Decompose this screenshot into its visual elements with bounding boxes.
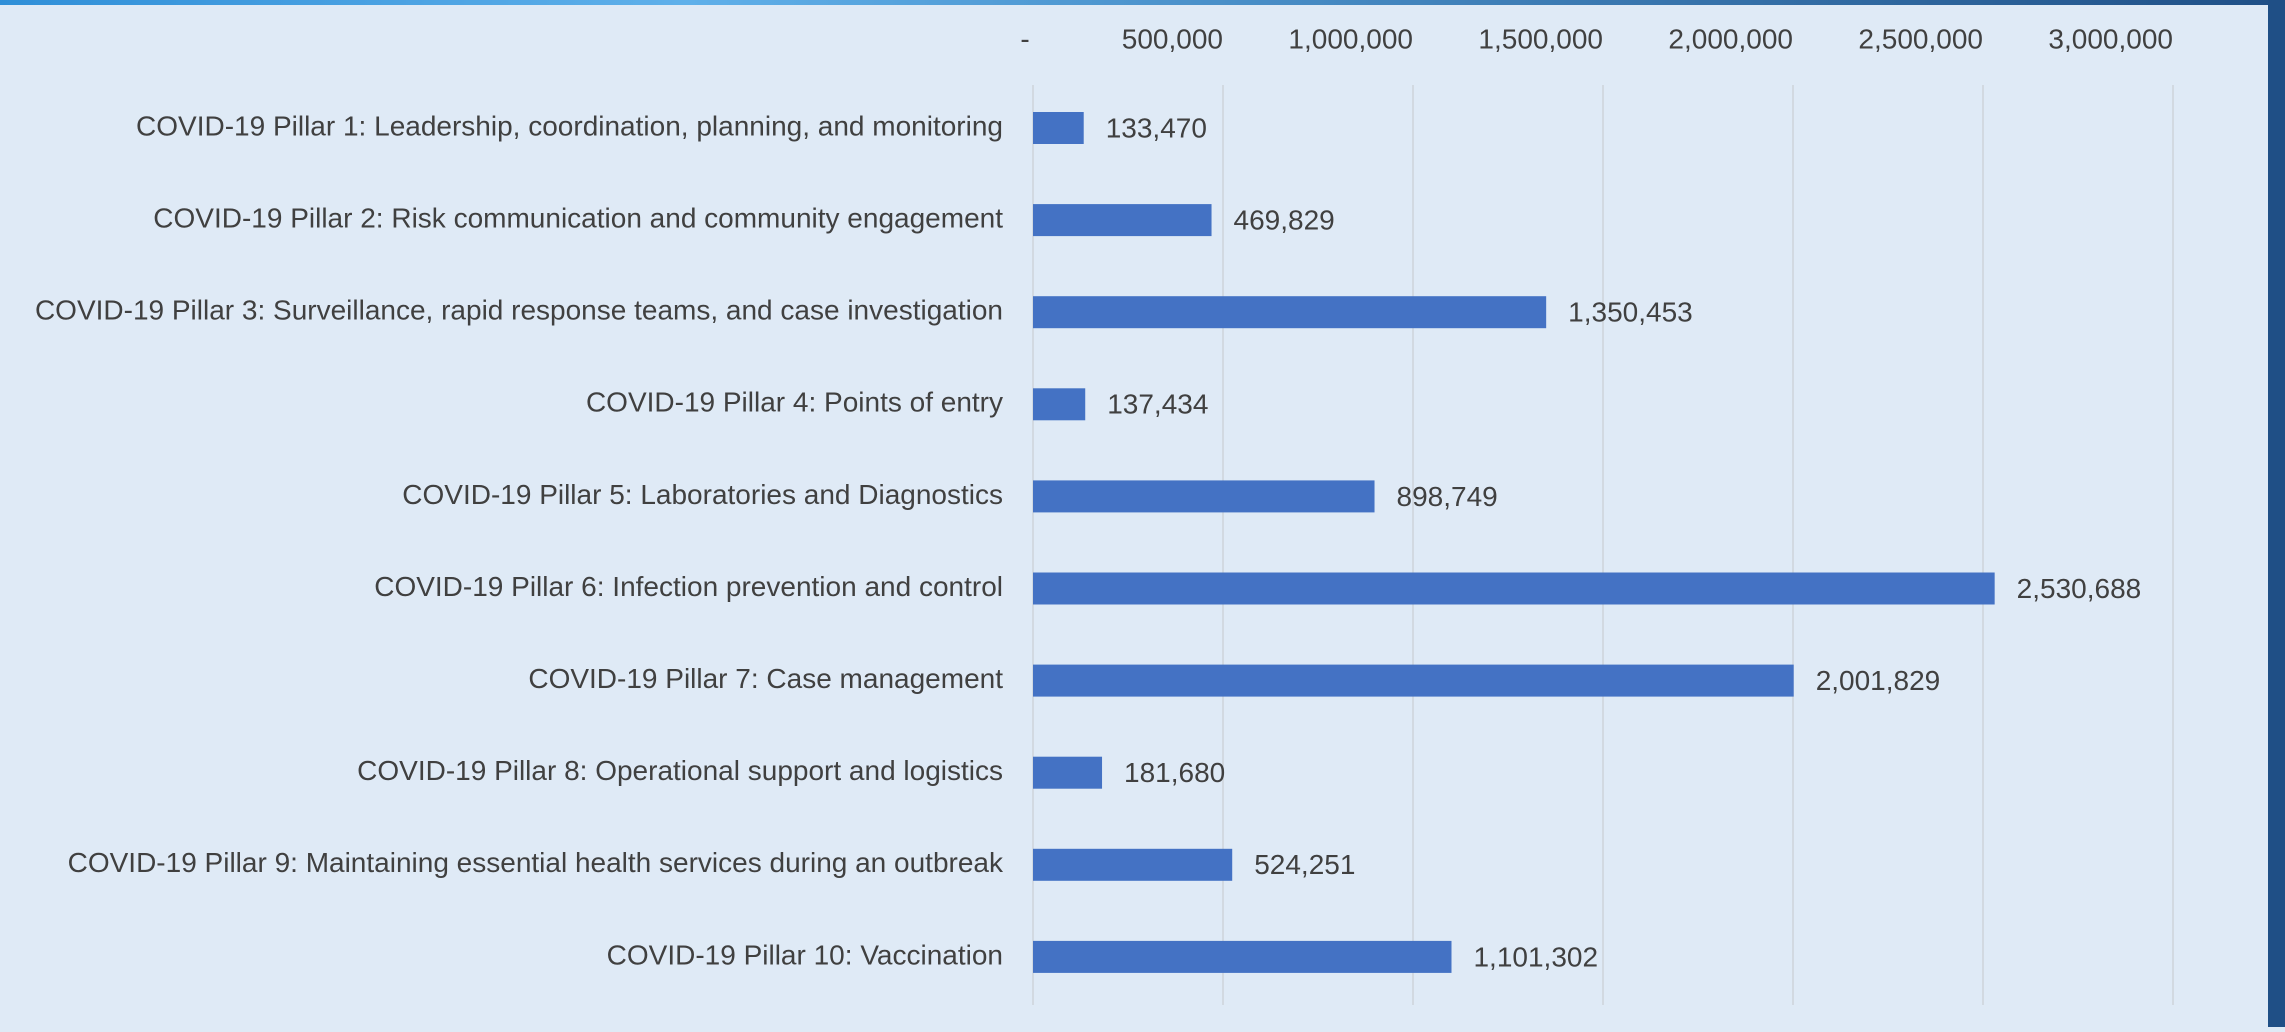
- y-tick-label: COVID-19 Pillar 6: Infection prevention …: [374, 571, 1003, 602]
- top-band: [0, 0, 2285, 5]
- x-tick-label: 2,500,000: [1858, 23, 1983, 54]
- value-label: 1,101,302: [1473, 941, 1598, 972]
- y-tick-label: COVID-19 Pillar 1: Leadership, coordinat…: [136, 110, 1003, 141]
- y-tick-label: COVID-19 Pillar 10: Vaccination: [607, 939, 1003, 970]
- value-label: 181,680: [1124, 757, 1225, 788]
- bar: [1033, 112, 1084, 144]
- bar: [1033, 848, 1233, 881]
- bar: [1033, 296, 1547, 329]
- value-label: 898,749: [1397, 481, 1498, 512]
- value-label: 1,350,453: [1568, 297, 1693, 328]
- x-tick-label: 2,000,000: [1668, 23, 1793, 54]
- x-tick-label: 3,000,000: [2048, 23, 2173, 54]
- y-tick-label: COVID-19 Pillar 2: Risk communication an…: [153, 202, 1003, 233]
- y-tick-label: COVID-19 Pillar 7: Case management: [528, 663, 1003, 694]
- x-tick-label: -: [1020, 23, 1029, 54]
- value-label: 524,251: [1254, 849, 1355, 880]
- bar: [1033, 480, 1375, 513]
- x-tick-label: 1,500,000: [1478, 23, 1603, 54]
- right-band: [2268, 0, 2285, 1027]
- bar: [1033, 388, 1086, 421]
- value-label: 137,434: [1107, 389, 1208, 420]
- y-tick-label: COVID-19 Pillar 8: Operational support a…: [357, 755, 1003, 786]
- x-tick-label: 500,000: [1122, 23, 1223, 54]
- bar: [1033, 940, 1452, 973]
- value-label: 2,001,829: [1816, 665, 1941, 696]
- value-label: 2,530,688: [2017, 573, 2142, 604]
- bar: [1033, 664, 1794, 697]
- y-tick-label: COVID-19 Pillar 3: Surveillance, rapid r…: [35, 295, 1003, 326]
- value-label: 133,470: [1106, 112, 1207, 143]
- x-tick-label: 1,000,000: [1288, 23, 1413, 54]
- bar: [1033, 572, 1995, 605]
- y-tick-label: COVID-19 Pillar 4: Points of entry: [586, 387, 1003, 418]
- bar: [1033, 756, 1103, 789]
- bar: [1033, 204, 1212, 237]
- value-label: 469,829: [1234, 204, 1335, 235]
- y-tick-label: COVID-19 Pillar 9: Maintaining essential…: [68, 847, 1004, 878]
- y-tick-label: COVID-19 Pillar 5: Laboratories and Diag…: [402, 479, 1003, 510]
